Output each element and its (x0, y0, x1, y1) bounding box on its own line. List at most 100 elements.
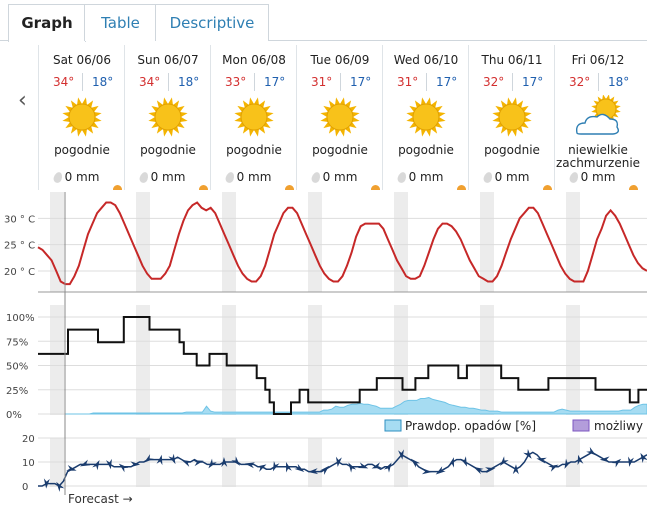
prob-tick-label: 25% (6, 386, 28, 397)
wind-direction-arrow (79, 459, 91, 467)
day-low-temp: 17° (522, 75, 544, 89)
day-low-temp: 17° (264, 75, 286, 89)
wind-tick-label: 0 (22, 482, 28, 493)
temp-tick-label: 30 ° C (4, 214, 35, 225)
temp-divider (598, 73, 599, 91)
tab-graph[interactable]: Graph (8, 4, 86, 42)
wind-direction-arrow (586, 446, 596, 456)
day-card[interactable]: Sat 06/06 34° 18° pogodnie 0 mm (38, 45, 125, 190)
view-tabs: Graph Table Descriptive (0, 0, 647, 42)
wind-direction-arrow (244, 462, 255, 469)
wind-direction-arrow (536, 457, 547, 464)
wind-direction-arrow (307, 468, 319, 475)
wind-direction-arrow (156, 454, 163, 466)
tab-table[interactable]: Table (84, 4, 157, 41)
day-description: pogodnie (226, 143, 282, 157)
night-band (480, 305, 494, 415)
wind-direction-arrow (181, 459, 192, 467)
wind-direction-arrow (208, 458, 217, 469)
night-band (308, 192, 322, 292)
day-card[interactable]: Wed 06/10 31° 17° pogodnie 0 mm (382, 45, 469, 190)
day-rain-amount: 0 mm (408, 170, 444, 184)
tab-descriptive[interactable]: Descriptive (155, 4, 269, 41)
night-band (394, 305, 408, 415)
wind-direction-arrow (485, 467, 496, 474)
sunset-icon (457, 185, 466, 190)
day-card[interactable]: Mon 06/08 33° 17° pogodnie 0 mm (210, 45, 297, 190)
night-band (136, 192, 150, 292)
wind-direction-arrow (512, 464, 519, 475)
wind-direction-arrow (118, 463, 129, 473)
wind-direction-arrow (319, 465, 330, 475)
day-description: niewielkie zachmurzenie (555, 143, 641, 170)
wind-tick-label: 10 (22, 458, 35, 469)
night-band (50, 305, 64, 415)
day-temps: 31° 17° (383, 73, 469, 95)
day-description: pogodnie (312, 143, 368, 157)
wind-direction-arrow (144, 454, 154, 463)
wind-direction-arrow (548, 464, 559, 472)
day-temps: 32° 17° (469, 73, 555, 95)
legend-possible-label: możliwy (594, 419, 643, 433)
wind-direction-arrow (640, 452, 647, 464)
day-low-temp: 18° (608, 75, 630, 89)
wind-direction-arrow (43, 478, 50, 489)
night-band (222, 192, 236, 292)
wind-direction-arrow (335, 456, 342, 467)
prob-tick-label: 100% (6, 313, 35, 324)
wind-direction-arrow (383, 462, 392, 473)
day-rain-amount: 0 mm (236, 170, 272, 184)
day-high-temp: 32° (569, 75, 591, 89)
day-high-temp: 32° (483, 75, 505, 89)
wind-direction-arrow (294, 463, 305, 472)
cloud-cover-line (37, 316, 647, 415)
prob-tick-label: 75% (6, 337, 28, 348)
day-high-temp: 34° (53, 75, 75, 89)
day-card[interactable]: Fri 06/12 32° 18° niewielkie zachmurzenie 0 … (554, 45, 641, 190)
sun-icon (229, 95, 279, 141)
wind-direction-arrow (130, 461, 141, 468)
day-temps: 32° 18° (555, 73, 641, 95)
day-date: Mon 06/08 (222, 53, 286, 67)
temp-tick-label: 20 ° C (4, 267, 35, 278)
wind-direction-arrow (564, 458, 572, 469)
wind-direction-arrow (92, 459, 100, 471)
wind-direction-arrow (599, 456, 610, 463)
wind-direction-arrow (473, 466, 484, 475)
precipitation-probability-area (65, 396, 647, 415)
day-rain-amount: 0 mm (322, 170, 358, 184)
day-temps: 34° 18° (125, 73, 211, 95)
night-band (222, 305, 236, 415)
day-date: Fri 06/12 (571, 53, 625, 67)
day-rain-amount: 0 mm (150, 170, 186, 184)
legend-precip-swatch (384, 419, 402, 432)
wind-direction-arrow (193, 460, 204, 467)
sunset-icon (543, 185, 552, 190)
day-date: Thu 06/11 (481, 53, 543, 67)
wind-direction-arrow (435, 466, 446, 475)
day-card[interactable]: Sun 06/07 34° 18° pogodnie 0 mm (124, 45, 211, 190)
night-band (136, 305, 150, 415)
wind-direction-arrow (611, 458, 622, 468)
day-card[interactable]: Tue 06/09 31° 17° pogodnie 0 mm (296, 45, 383, 190)
wind-direction-arrow (499, 456, 509, 466)
day-high-temp: 34° (139, 75, 161, 89)
temperature-line (37, 201, 647, 286)
day-description: pogodnie (398, 143, 454, 157)
previous-days-chevron-icon[interactable]: ‹ (18, 88, 27, 113)
wind-direction-arrow (221, 457, 228, 468)
daily-forecast-strip: Sat 06/06 34° 18° pogodnie 0 mm Sun 06/07 34° 1… (38, 45, 647, 190)
wind-direction-arrow (421, 468, 433, 475)
temp-tick-label: 25 ° C (4, 241, 35, 252)
wind-direction-arrow (398, 449, 404, 460)
prob-tick-label: 50% (6, 362, 28, 373)
night-band (50, 192, 64, 292)
wind-direction-arrow (66, 464, 77, 471)
day-temps: 34° 18° (39, 73, 125, 95)
night-band (308, 305, 322, 415)
day-date: Wed 06/10 (393, 53, 459, 67)
sunset-icon (285, 185, 294, 190)
day-card[interactable]: Thu 06/11 32° 17° pogodnie 0 mm (468, 45, 555, 190)
temp-divider (168, 73, 169, 91)
